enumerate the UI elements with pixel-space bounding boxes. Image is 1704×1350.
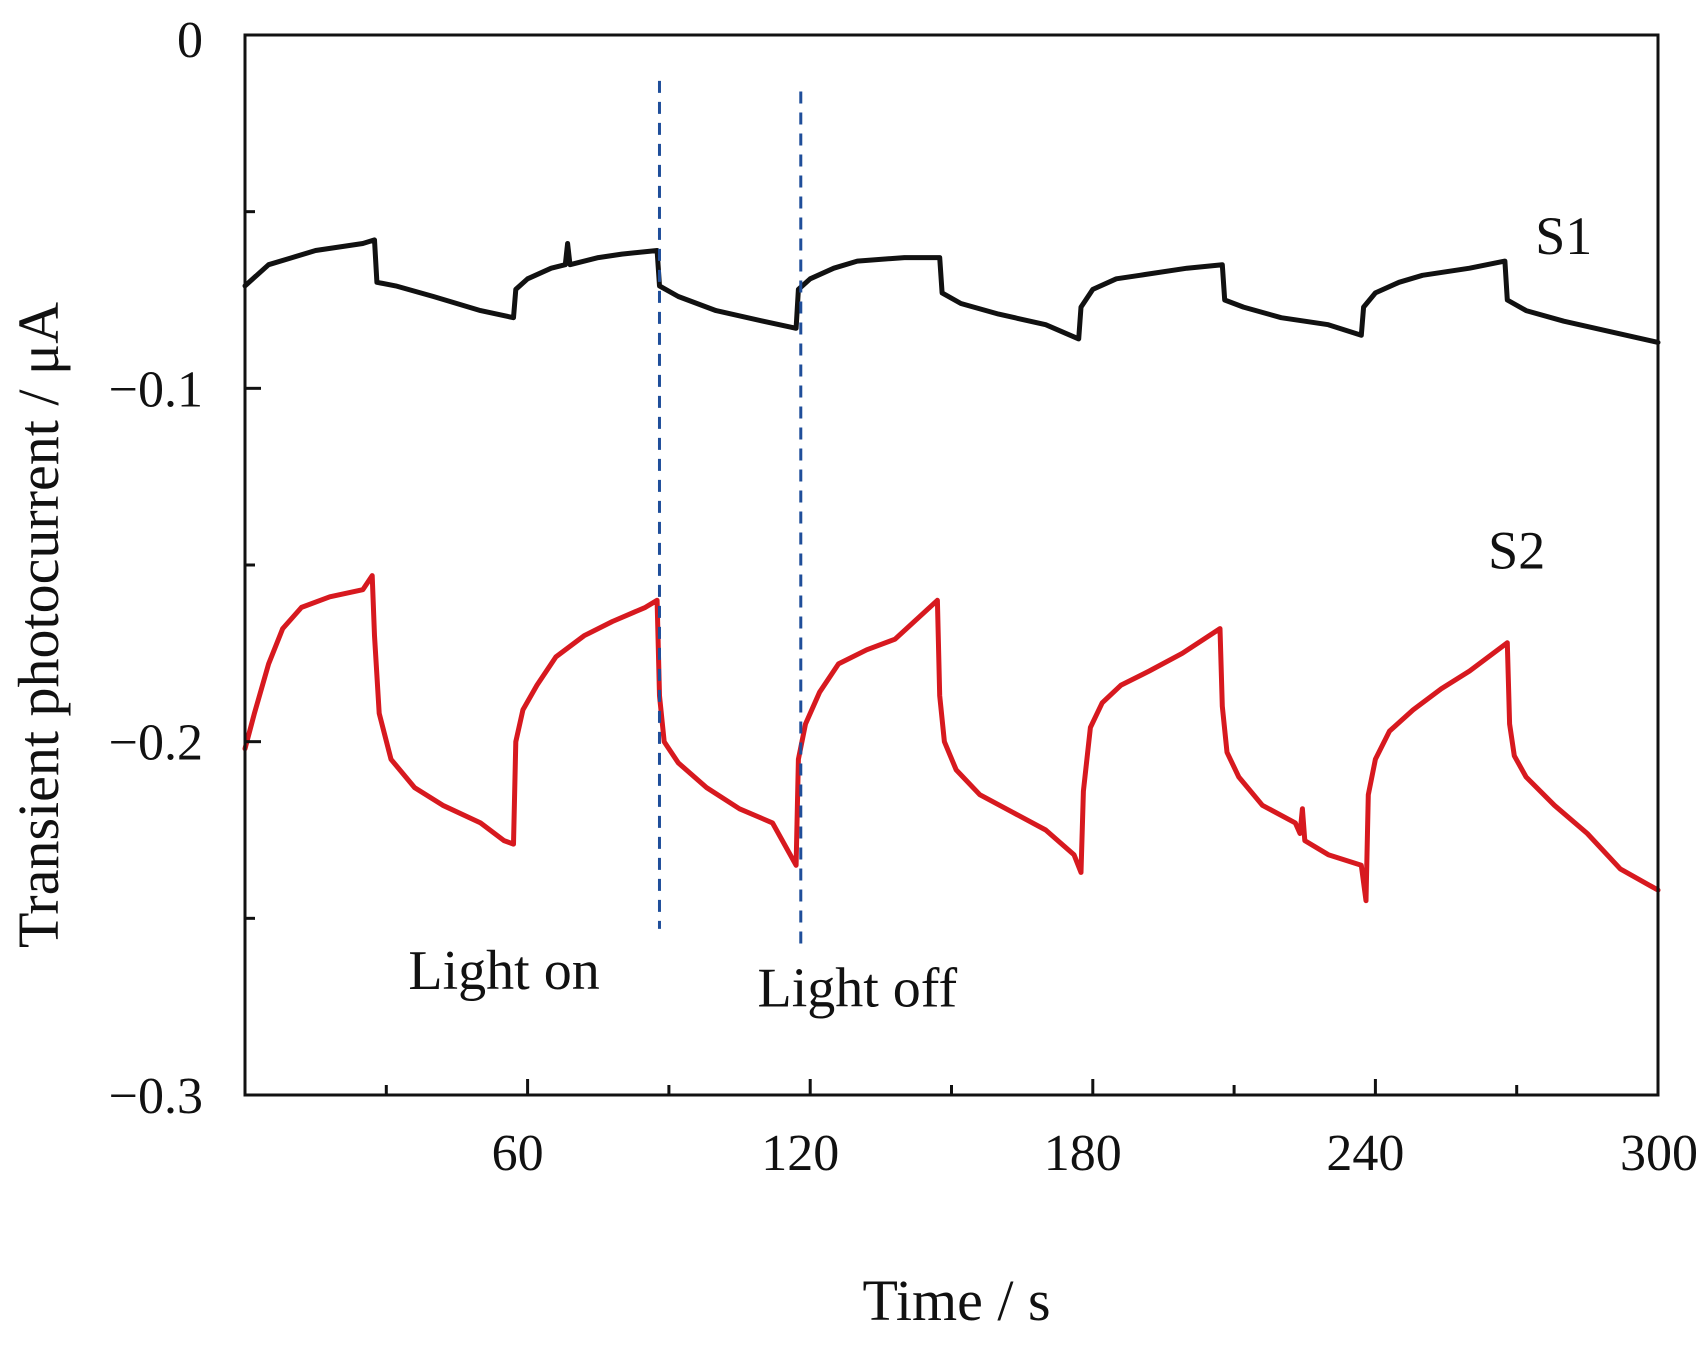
tick-labels: 60 120 180 240 300 0 −0.1 −0.2 −0.3: [109, 12, 1698, 1182]
axis-ticks: [245, 33, 1660, 1097]
annotations: S1 S2 Light on Light off: [408, 206, 1592, 1020]
x-axis-title: Time / s: [862, 1268, 1050, 1333]
x-tick-label: 60: [492, 1125, 544, 1182]
x-tick-label: 180: [1044, 1125, 1122, 1182]
y-tick-label: −0.2: [109, 715, 203, 772]
series-layer: [242, 237, 1661, 904]
series-label-s1: S1: [1535, 206, 1592, 266]
series-line-s2: [242, 573, 1661, 904]
x-tick-label: 120: [761, 1125, 839, 1182]
y-tick-label: −0.3: [109, 1068, 203, 1125]
annotation-label: Light off: [757, 958, 957, 1020]
x-tick-label: 240: [1326, 1125, 1404, 1182]
y-tick-label: −0.1: [109, 361, 203, 418]
series-label-s2: S2: [1488, 521, 1545, 581]
y-tick-label: 0: [177, 12, 203, 69]
annotation-label: Light on: [408, 940, 599, 1002]
plot-frame: [243, 33, 1660, 1097]
series-line-s1: [242, 237, 1661, 345]
marker-lines: [657, 80, 803, 947]
x-tick-label: 300: [1620, 1125, 1698, 1182]
y-axis-title: Transient photocurrent / μA: [6, 302, 71, 948]
